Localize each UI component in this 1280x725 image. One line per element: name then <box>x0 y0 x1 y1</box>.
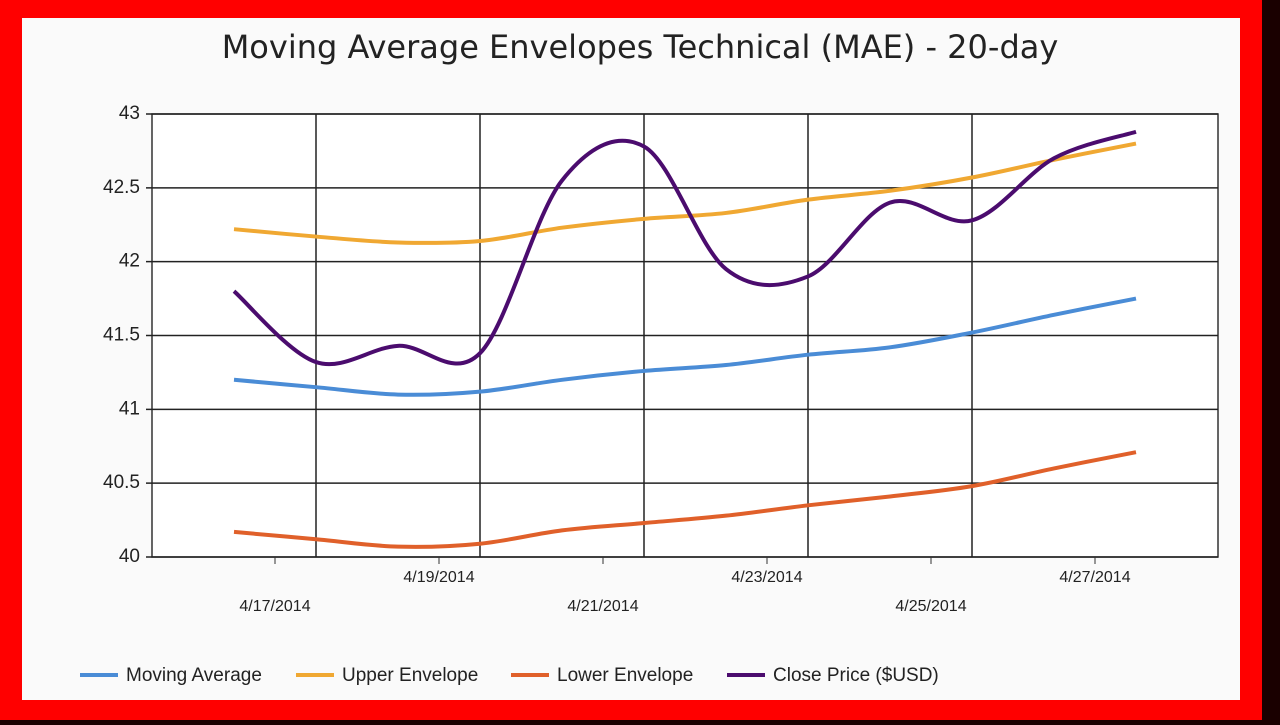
x-tick-label: 4/23/2014 <box>731 569 802 586</box>
series-line <box>233 296 1137 397</box>
x-tick-label: 4/21/2014 <box>567 598 638 615</box>
legend-label: Upper Envelope <box>342 665 478 686</box>
chart-title: Moving Average Envelopes Technical (MAE)… <box>222 28 1059 66</box>
y-tick-label: 43 <box>119 103 140 124</box>
y-tick-label: 41 <box>119 398 140 419</box>
y-tick-label: 42 <box>119 251 140 272</box>
x-tick-label: 4/27/2014 <box>1059 569 1130 586</box>
x-tick-label: 4/25/2014 <box>895 598 966 615</box>
series-line <box>232 129 1137 367</box>
y-tick-label: 41.5 <box>103 325 140 346</box>
x-tick-label: 4/19/2014 <box>403 569 474 586</box>
y-tick-label: 40 <box>119 546 140 567</box>
series-line <box>233 450 1137 549</box>
legend-label: Lower Envelope <box>557 665 693 686</box>
y-tick-label: 42.5 <box>103 177 140 198</box>
legend-label: Close Price ($USD) <box>773 665 939 686</box>
y-tick-label: 40.5 <box>103 472 140 493</box>
x-tick-label: 4/17/2014 <box>239 598 310 615</box>
legend-label: Moving Average <box>126 665 262 686</box>
series-line <box>233 141 1137 245</box>
